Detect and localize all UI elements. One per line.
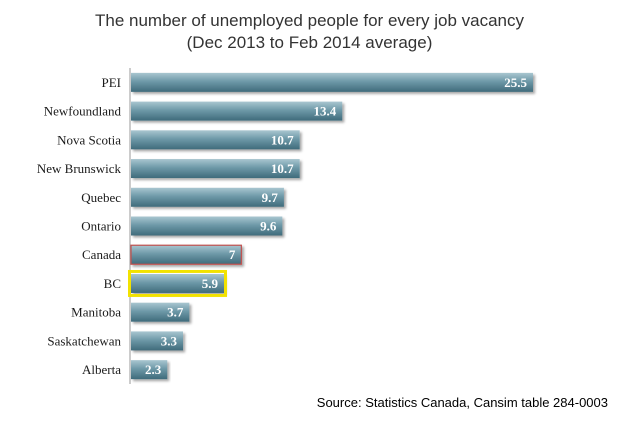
chart-subtitle: (Dec 2013 to Feb 2014 average) [186, 33, 433, 52]
category-label-new-brunswick: New Brunswick [37, 161, 122, 176]
category-label-pei: PEI [102, 75, 122, 90]
category-label-ontario: Ontario [81, 219, 121, 234]
value-label-quebec: 9.7 [262, 190, 279, 205]
bar-ontario [131, 216, 283, 236]
bar-alberta [131, 360, 168, 380]
bar-highlight-bc [128, 269, 228, 297]
chart-title: The number of unemployed people for ever… [94, 11, 525, 30]
value-label-newfoundland: 13.4 [313, 104, 336, 119]
value-label-pei: 25.5 [504, 75, 527, 90]
category-label-saskatchewan: Saskatchewan [47, 333, 121, 348]
bar-bc [131, 273, 225, 293]
value-label-ontario: 9.6 [260, 219, 277, 234]
category-label-bc: BC [104, 276, 121, 291]
value-label-manitoba: 3.7 [167, 305, 184, 320]
value-label-bc: 5.9 [202, 276, 219, 291]
value-label-nova-scotia: 10.7 [271, 132, 294, 147]
bar-saskatchewan [131, 331, 184, 351]
value-label-alberta: 2.3 [145, 362, 162, 377]
category-label-quebec: Quebec [81, 190, 121, 205]
bar-quebec [131, 187, 284, 207]
bar-manitoba [131, 302, 190, 322]
category-label-nova-scotia: Nova Scotia [57, 132, 121, 147]
value-label-saskatchewan: 3.3 [161, 333, 178, 348]
bar-canada [130, 244, 242, 265]
category-label-manitoba: Manitoba [71, 305, 121, 320]
bar-newfoundland [131, 101, 343, 121]
category-label-canada: Canada [82, 247, 121, 262]
source-note: Source: Statistics Canada, Cansim table … [316, 395, 608, 410]
category-label-newfoundland: Newfoundland [44, 104, 122, 119]
bar-nova-scotia [131, 130, 300, 150]
bar-pei [131, 72, 533, 92]
category-label-alberta: Alberta [82, 362, 121, 377]
value-label-new-brunswick: 10.7 [271, 161, 294, 176]
value-label-canada: 7 [229, 247, 236, 262]
bar-new-brunswick [131, 159, 300, 179]
